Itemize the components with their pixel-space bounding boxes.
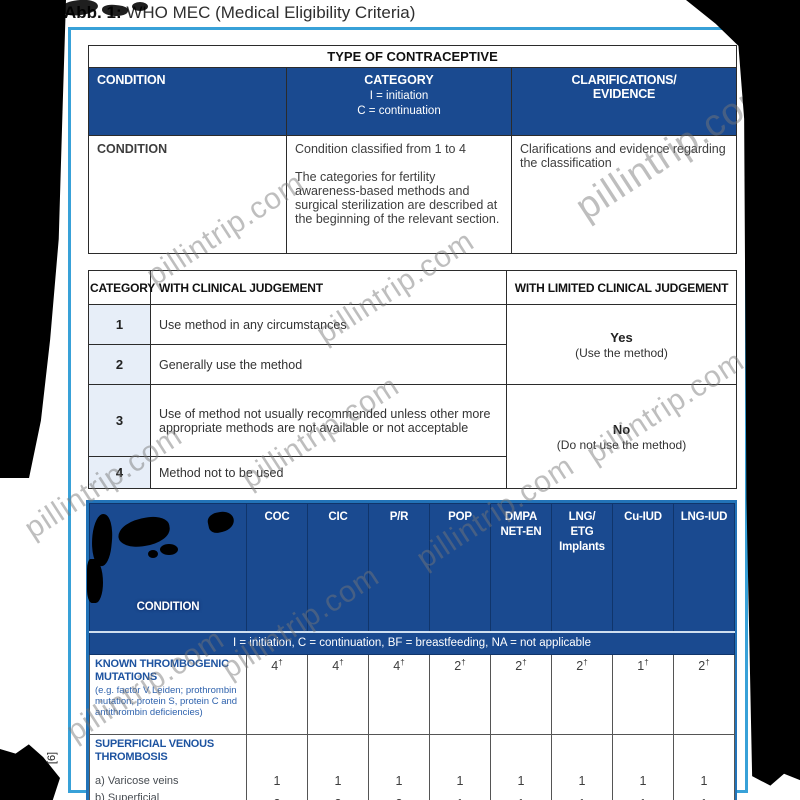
table1-category-paragraph1: Condition classified from 1 to 4 — [295, 142, 466, 156]
table3-value: 1 — [429, 791, 491, 800]
table1-header-category: CATEGORY I = initiation C = continuation — [286, 67, 512, 136]
table3-header-lng-iud: LNG-IUD — [673, 503, 735, 632]
table2-category-1: 1 — [88, 304, 151, 345]
table-row: KNOWN THROMBOGENIC MUTATIONS (e.g. facto… — [89, 654, 735, 735]
table3-value: 4† — [246, 654, 308, 735]
table3-header-condition: CONDITION — [89, 503, 247, 632]
table3-value: 1† — [612, 654, 674, 735]
table3-value: 1 — [673, 791, 735, 800]
table1-row-category: Condition classified from 1 to 4 The cat… — [286, 135, 512, 254]
table-row: 2 Generally use the method — [88, 344, 737, 385]
table1-category-paragraph2: The categories for fertility awareness-b… — [295, 170, 500, 226]
table1-header-category-label: CATEGORY — [364, 73, 434, 87]
table2-yes-label: Yes — [610, 329, 633, 345]
table-row: SUPERFICIAL VENOUS THROMBOSIS — [89, 734, 735, 771]
category-judgement-table: CATEGORY WITH CLINICAL JUDGEMENT WITH LI… — [88, 270, 737, 489]
table1-title: TYPE OF CONTRACEPTIVE — [87, 45, 738, 68]
table-row: 3 Use of method not usually recommended … — [88, 384, 737, 489]
table3-value: 2 — [246, 791, 308, 800]
table-row: 4 Method not to be used — [88, 456, 737, 489]
table2-no-cell: No (Do not use the method) — [506, 384, 737, 489]
table3-header-dmpa: DMPA NET-EN — [490, 503, 552, 632]
table3-header-lng-etg: LNG/ ETG Implants — [551, 503, 613, 632]
table3-value: 1 — [246, 770, 308, 792]
table3-header-condition-label: CONDITION — [136, 600, 200, 613]
table3-value: 1 — [673, 770, 735, 792]
table2-no-label: No — [612, 421, 631, 437]
side-citation: [6] — [46, 751, 59, 765]
table3-condition-superficial-thrombophlebitis: b) Superficial thrombophlebitis — [89, 791, 247, 800]
table3-value: 2† — [429, 654, 491, 735]
table1-header-condition: CONDITION — [88, 67, 287, 136]
table3-header-cic: CIC — [307, 503, 369, 632]
page-frame: TYPE OF CONTRACEPTIVE CONDITION CATEGORY… — [68, 27, 748, 800]
table3-value: 1 — [307, 770, 369, 792]
table3-value: 2† — [673, 654, 735, 735]
scan-black-corner-bottom-left — [0, 744, 60, 800]
table2-category-4: 4 — [88, 456, 151, 489]
scan-blob-artifact — [87, 559, 103, 603]
scan-smudge-artifact — [132, 2, 148, 11]
table3-condition-superficial-venous: SUPERFICIAL VENOUS THROMBOSIS — [89, 734, 247, 771]
table2-text-3: Use of method not usually recommended un… — [150, 384, 507, 457]
table2-category-3: 3 — [88, 384, 151, 457]
table2-text-2: Generally use the method — [150, 344, 507, 385]
table3-value: 2 — [307, 791, 369, 800]
table1-header-category-sub2: C = continuation — [357, 105, 441, 117]
table3-value: 4† — [307, 654, 369, 735]
table3-value: 1 — [490, 770, 552, 792]
table2-yes-sub: (Use the method) — [575, 345, 668, 360]
conditions-methods-table: CONDITION COC CIC P/R POP DMPA NET-EN LN… — [89, 503, 735, 800]
conditions-methods-table-frame: CONDITION COC CIC P/R POP DMPA NET-EN LN… — [86, 500, 737, 800]
type-of-contraceptive-table: TYPE OF CONTRACEPTIVE CONDITION CATEGORY… — [87, 45, 738, 254]
table1-row-clarifications: Clarifications and evidence regarding th… — [510, 135, 738, 254]
table2-header-category: CATEGORY — [88, 270, 155, 305]
table3-legend: I = initiation, C = continuation, BF = b… — [89, 630, 735, 655]
table3-value: 1 — [551, 791, 613, 800]
scan-blob-artifact — [148, 550, 158, 558]
table2-header-limited-judgement: WITH LIMITED CLINICAL JUDGEMENT — [506, 270, 737, 305]
table-row: b) Superficial thrombophlebitis 2 2 2 1 … — [89, 791, 735, 800]
table-row: a) Varicose veins 1 1 1 1 1 1 1 1 — [89, 770, 735, 792]
table3-value: 2† — [490, 654, 552, 735]
table3-condition-varicose-veins: a) Varicose veins — [89, 770, 247, 792]
table3-value: 1 — [612, 791, 674, 800]
table1-header-category-sub1: I = initiation — [369, 90, 429, 102]
table3-header-coc: COC — [246, 503, 308, 632]
table3-value: 2 — [368, 791, 430, 800]
page-title-text: WHO MEC (Medical Eligibility Criteria) — [126, 3, 416, 22]
table2-yes-cell: Yes (Use the method) — [506, 304, 737, 385]
table3-value: 2† — [551, 654, 613, 735]
table3-value: 1 — [368, 770, 430, 792]
table3-header-cu-iud: Cu-IUD — [612, 503, 674, 632]
table2-text-4: Method not to be used — [150, 456, 507, 489]
table1-row-condition: CONDITION — [88, 135, 287, 254]
scan-blob-artifact — [206, 509, 236, 535]
table3-value: 1 — [490, 791, 552, 800]
table2-no-sub: (Do not use the method) — [556, 437, 687, 452]
table3-value: 1 — [429, 770, 491, 792]
table3-header-pop: POP — [429, 503, 491, 632]
table2-category-2: 2 — [88, 344, 151, 385]
scan-black-edge-left — [0, 0, 66, 478]
table3-value: 1 — [612, 770, 674, 792]
table3-value: 1 — [551, 770, 613, 792]
scan-blob-artifact — [160, 544, 178, 555]
table3-condition-known-thrombogenic: KNOWN THROMBOGENIC MUTATIONS (e.g. facto… — [89, 654, 247, 735]
table3-header-pr: P/R — [368, 503, 430, 632]
table-row: 1 Use method in any circumstances Yes (U… — [88, 304, 737, 385]
table2-header-with-judgement: WITH CLINICAL JUDGEMENT — [150, 270, 507, 305]
table3-value: 4† — [368, 654, 430, 735]
table1-header-clarifications: CLARIFICATIONS/ EVIDENCE — [510, 67, 738, 136]
table2-text-1: Use method in any circumstances — [150, 304, 507, 345]
